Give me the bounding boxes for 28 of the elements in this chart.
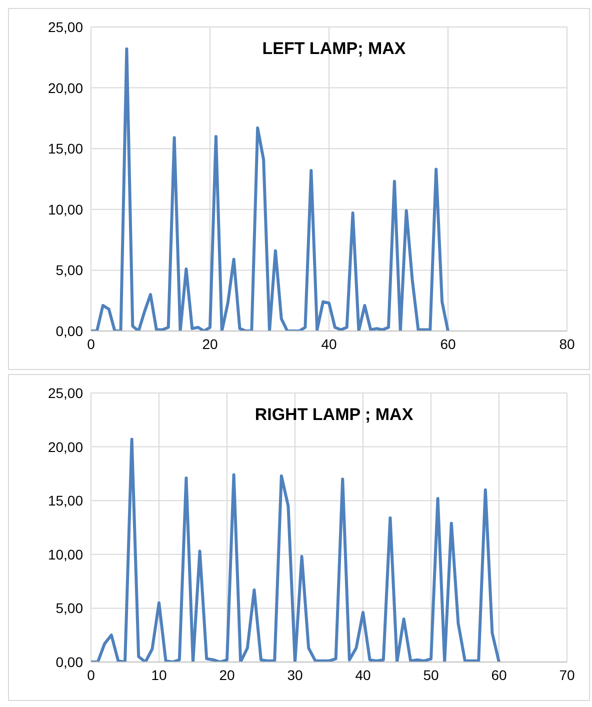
y-tick-label: 0,00 <box>56 322 84 339</box>
x-tick-label: 70 <box>559 666 575 683</box>
y-tick-label: 10,00 <box>48 201 84 218</box>
line-series <box>91 438 500 662</box>
text: LEFT LAMP; MAX <box>261 39 407 59</box>
text: RIGHT LAMP ; MAX <box>254 405 414 425</box>
x-tick-label: 80 <box>559 336 575 352</box>
x-tick-label: 0 <box>87 666 96 683</box>
x-tick-label: 0 <box>87 336 96 352</box>
y-tick-label: 10,00 <box>48 546 84 562</box>
x-tick-label: 60 <box>440 336 456 352</box>
x-tick-label: 60 <box>491 666 507 683</box>
y-tick-label: 15,00 <box>48 492 84 509</box>
y-tick-label: 20,00 <box>48 438 84 455</box>
y-tick-label: 25,00 <box>48 18 84 35</box>
x-tick-label: 20 <box>202 336 218 352</box>
x-tick-label: 30 <box>287 666 303 683</box>
x-tick-label: 40 <box>321 336 337 352</box>
x-tick-label: 20 <box>219 666 235 683</box>
y-tick-label: 25,00 <box>48 384 84 401</box>
x-tick-label: 10 <box>151 666 167 683</box>
y-tick-label: 5,00 <box>56 262 84 278</box>
y-tick-label: 5,00 <box>56 600 84 616</box>
y-tick-label: 0,00 <box>56 654 84 670</box>
y-tick-label: 15,00 <box>48 140 84 157</box>
y-tick-label: 20,00 <box>48 80 84 96</box>
x-tick-label: 50 <box>423 666 439 683</box>
x-tick-label: 40 <box>355 666 371 683</box>
